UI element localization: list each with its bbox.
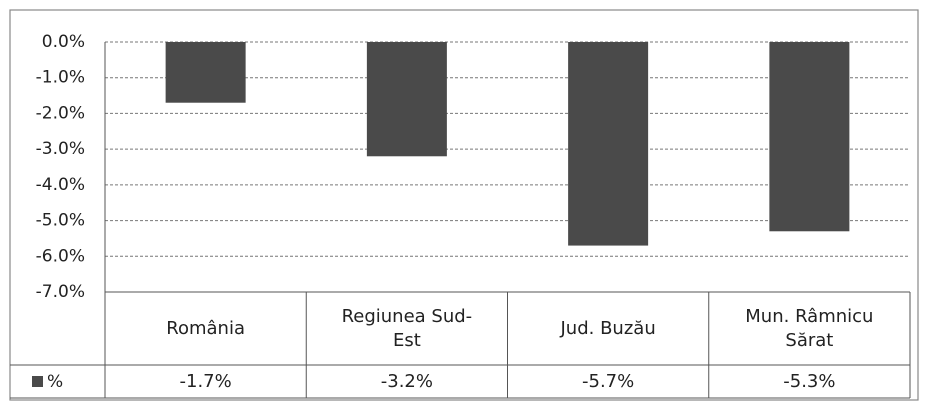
y-tick-label: -6.0% [36, 246, 85, 266]
bar [568, 42, 649, 246]
bar [366, 42, 447, 157]
data-label: -5.7% [582, 370, 635, 392]
y-tick-label: -1.0% [36, 68, 85, 88]
legend-key [32, 376, 43, 387]
x-tick-label: Mun. Râmnicu Sărat [745, 306, 874, 351]
y-tick-label: 0.0% [42, 32, 85, 52]
legend-label: % [47, 372, 63, 392]
data-label: -1.7% [179, 370, 232, 392]
x-tick-label: Jud. Buzău [560, 317, 656, 339]
x-tick-label: România [166, 317, 245, 339]
bar [165, 42, 246, 103]
y-tick-label: -5.0% [36, 211, 85, 231]
y-tick-label: -2.0% [36, 103, 85, 123]
y-tick-label: -3.0% [36, 139, 85, 159]
y-tick-label: -4.0% [36, 175, 85, 195]
y-tick-label: -7.0% [36, 282, 85, 302]
bar [769, 42, 850, 232]
x-tick-label: Regiunea Sud-Est [341, 306, 473, 351]
data-label: -5.3% [783, 370, 836, 392]
data-label: -3.2% [380, 370, 433, 392]
frame [9, 9, 919, 401]
